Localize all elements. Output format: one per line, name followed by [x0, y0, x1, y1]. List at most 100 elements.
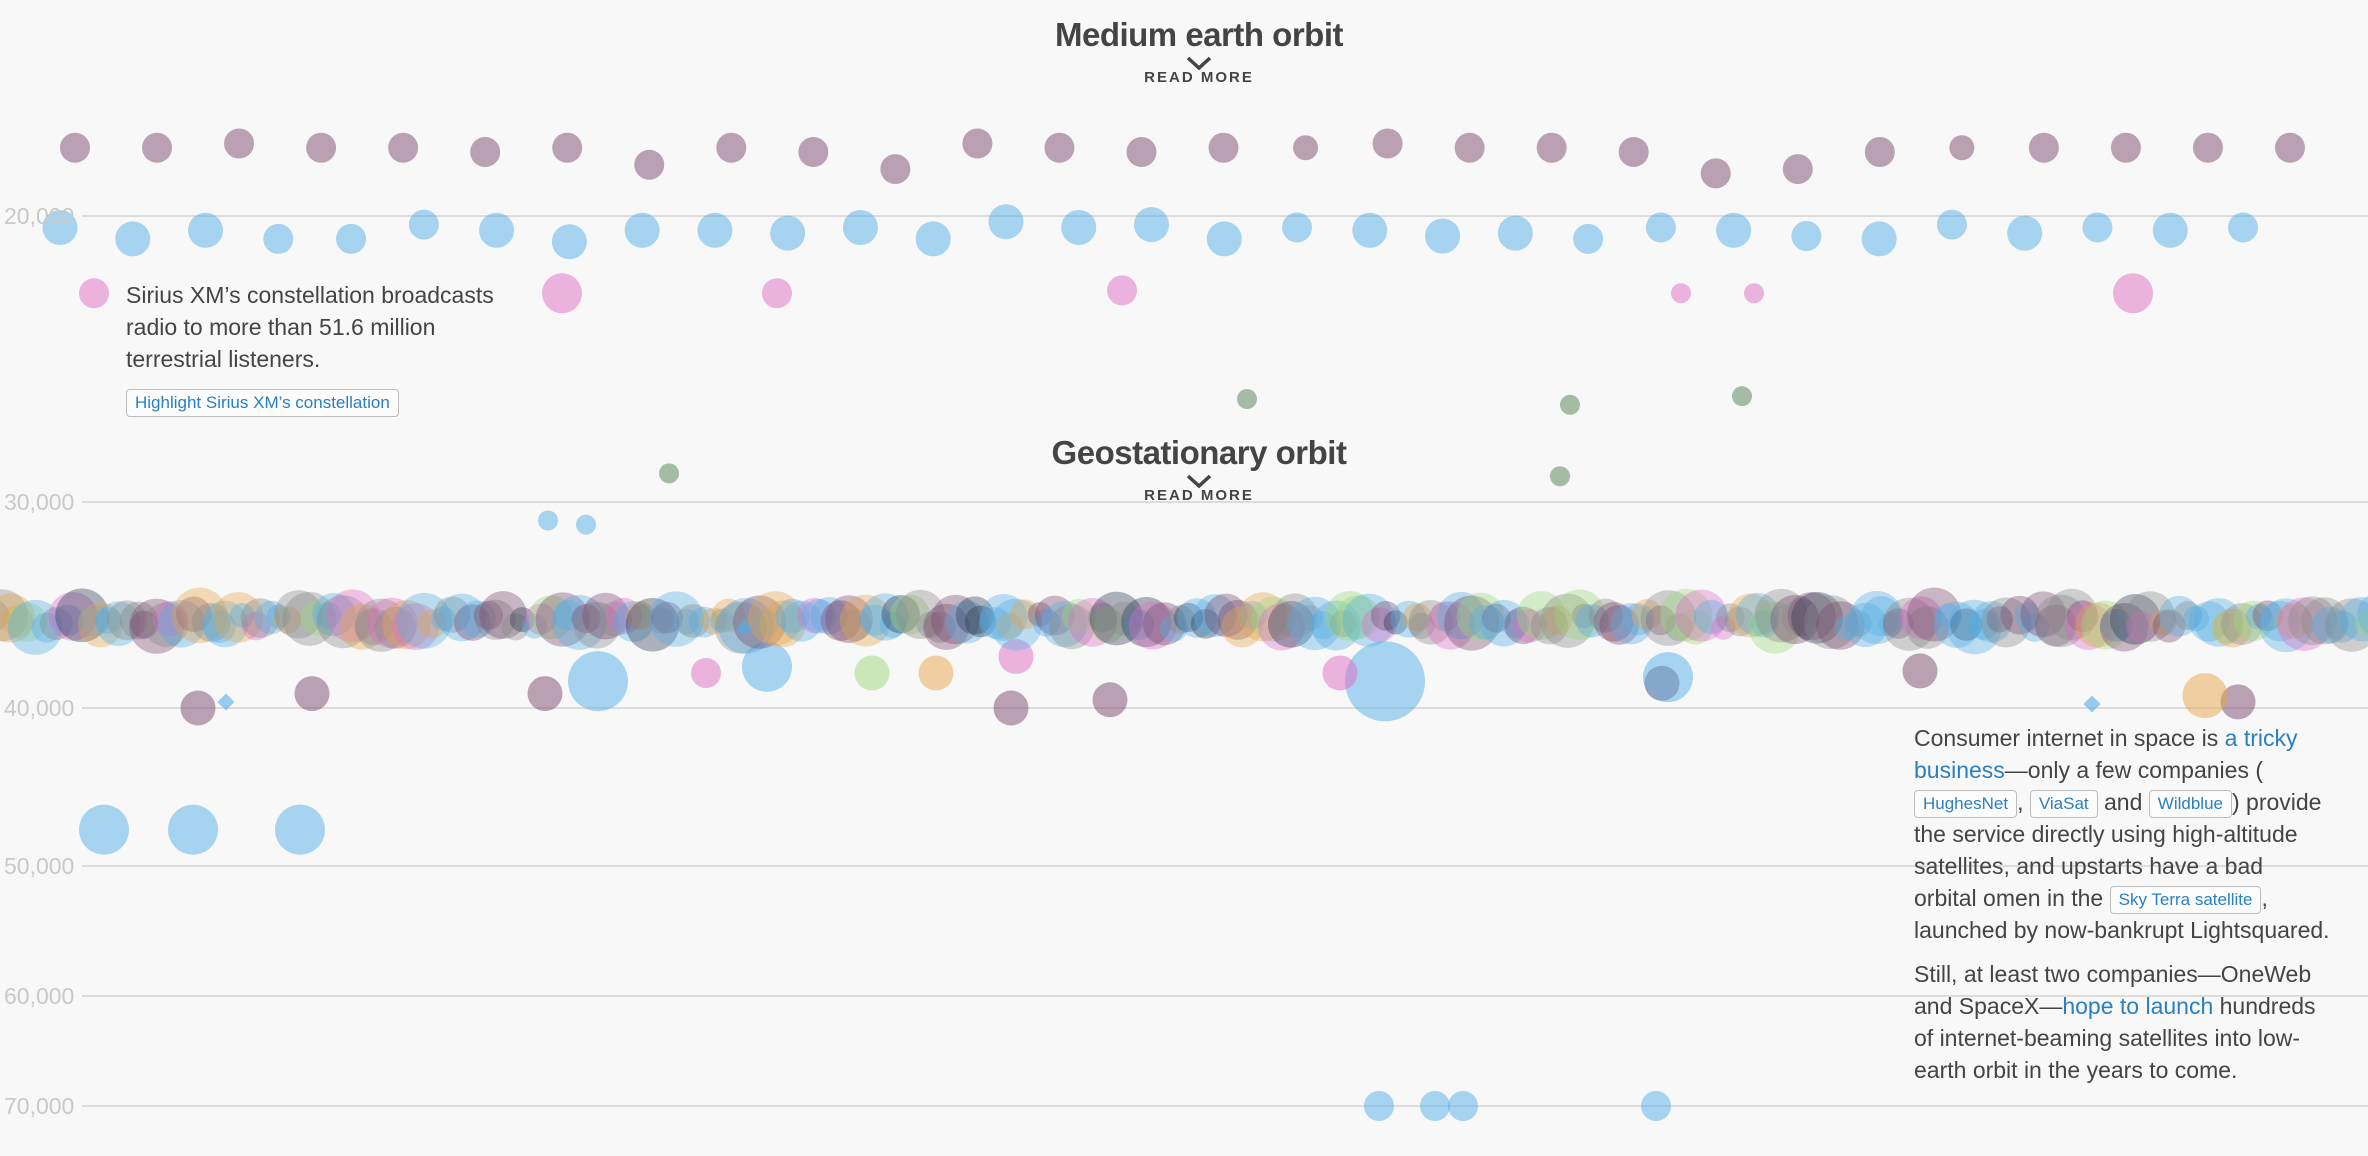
geo-band-satellite-dot[interactable] [266, 604, 291, 629]
satellite-dot-purple[interactable] [470, 137, 501, 167]
geo-band-satellite-dot[interactable] [626, 601, 655, 630]
geo-band-satellite-dot[interactable] [7, 599, 63, 655]
satellite-dot-green[interactable] [1732, 386, 1752, 407]
satellite-dot-blue[interactable] [770, 215, 806, 251]
geo-band-satellite-dot[interactable] [1677, 609, 1713, 645]
meo-read-more-link[interactable]: READ MORE [1144, 69, 1254, 86]
geo-band-satellite-dot[interactable] [77, 602, 123, 648]
geo-band-satellite-dot[interactable] [366, 597, 418, 649]
satellite-dot-blue[interactable] [1861, 221, 1897, 257]
geo-band-satellite-dot[interactable] [1950, 608, 1983, 641]
geo-band-satellite-dot[interactable] [825, 595, 873, 644]
viasat-button[interactable]: ViaSat [2029, 789, 2098, 818]
satellite-dot-blue[interactable] [168, 804, 218, 855]
satellite-dot-pink[interactable] [1107, 275, 1137, 306]
geo-band-satellite-dot[interactable] [475, 599, 516, 640]
geo-band-satellite-dot[interactable] [1516, 591, 1566, 641]
satellite-dot-blue[interactable] [624, 212, 660, 248]
satellite-dot-purple[interactable] [1949, 135, 1975, 161]
geo-band-satellite-dot[interactable] [1770, 594, 1820, 645]
geo-band-satellite-dot[interactable] [2014, 602, 2041, 629]
satellite-dot-purple[interactable] [2028, 132, 2059, 163]
satellite-dot-purple[interactable] [552, 132, 583, 163]
satellite-dot-purple[interactable] [180, 690, 216, 726]
satellite-dot-purple[interactable] [1454, 132, 1485, 163]
satellite-dot-blue[interactable] [742, 641, 792, 692]
geo-band-satellite-dot[interactable] [157, 599, 206, 648]
geo-band-satellite-dot[interactable] [2074, 602, 2120, 648]
geo-band-satellite-dot[interactable] [801, 598, 837, 634]
satellite-dot-blue[interactable] [1364, 1091, 1394, 1121]
geo-band-satellite-dot[interactable] [1173, 602, 1204, 633]
satellite-dot-blue[interactable] [1206, 221, 1242, 257]
satellite-dot-blue[interactable] [1420, 1091, 1450, 1121]
geo-band-satellite-dot[interactable] [354, 598, 408, 652]
satellite-dot-blue[interactable] [1791, 221, 1822, 252]
geo-band-satellite-dot[interactable] [1933, 601, 1980, 648]
geo-band-satellite-dot[interactable] [1061, 598, 1097, 634]
satellite-dot-purple[interactable] [388, 132, 419, 163]
geo-band-satellite-dot[interactable] [2066, 600, 2099, 633]
geo-band-satellite-dot[interactable] [479, 591, 528, 639]
satellite-diamond-marker[interactable] [2083, 695, 2101, 713]
geo-band-satellite-dot[interactable] [1748, 601, 1802, 654]
geo-band-satellite-dot[interactable] [1193, 594, 1237, 637]
satellite-dot-purple[interactable] [60, 132, 90, 163]
satellite-dot-purple[interactable] [1044, 132, 1075, 163]
geo-band-satellite-dot[interactable] [473, 600, 504, 630]
geo-band-satellite-dot[interactable] [1554, 589, 1605, 640]
geo-band-satellite-dot[interactable] [1437, 591, 1485, 640]
geo-read-more-link[interactable]: READ MORE [1144, 487, 1254, 504]
satellite-dot-purple[interactable] [1864, 137, 1895, 167]
geo-band-satellite-dot[interactable] [1504, 606, 1542, 645]
geo-band-satellite-dot[interactable] [895, 589, 945, 640]
hope-to-launch-link[interactable]: hope to launch [2062, 993, 2214, 1019]
satellite-dot-blue[interactable] [1641, 1091, 1671, 1121]
geo-band-satellite-dot[interactable] [1087, 602, 1118, 633]
geo-band-satellite-dot[interactable] [1238, 601, 1267, 630]
geo-band-satellite-dot[interactable] [129, 598, 185, 654]
satellite-dot-purple[interactable] [2192, 132, 2223, 163]
geo-band-satellite-dot[interactable] [1336, 595, 1380, 639]
geo-band-satellite-dot[interactable] [374, 606, 417, 649]
geo-band-satellite-dot[interactable] [274, 590, 323, 639]
geo-band-satellite-dot[interactable] [1027, 602, 1053, 627]
satellite-dot-purple[interactable] [2110, 132, 2141, 163]
geo-band-satellite-dot[interactable] [524, 603, 557, 635]
satellite-dot-purple[interactable] [1126, 137, 1157, 167]
geo-band-satellite-dot[interactable] [203, 610, 236, 643]
satellite-dot-purple[interactable] [1618, 137, 1649, 167]
geo-band-satellite-dot[interactable] [2046, 588, 2098, 641]
geo-band-satellite-dot[interactable] [781, 600, 823, 642]
satellite-dot-blue[interactable] [2082, 212, 2113, 243]
geo-band-satellite-dot[interactable] [1845, 610, 1872, 637]
geo-band-satellite-dot[interactable] [605, 597, 642, 635]
geo-band-satellite-dot[interactable] [316, 595, 370, 649]
geo-band-satellite-dot[interactable] [0, 600, 10, 632]
satellite-dot-blue[interactable] [479, 212, 515, 248]
geo-band-satellite-dot[interactable] [990, 598, 1042, 651]
geo-band-satellite-dot[interactable] [2150, 609, 2177, 636]
geo-band-satellite-dot[interactable] [752, 609, 779, 636]
geo-band-satellite-dot[interactable] [1041, 600, 1088, 648]
satellite-dot-blue[interactable] [1448, 1091, 1478, 1121]
geo-band-satellite-dot[interactable] [945, 600, 989, 644]
geo-band-satellite-dot[interactable] [2125, 610, 2158, 643]
satellite-dot-blue[interactable] [79, 804, 129, 855]
satellite-dot-blue[interactable] [336, 223, 367, 254]
geo-band-satellite-dot[interactable] [2034, 594, 2087, 648]
satellite-dot-blue[interactable] [115, 221, 151, 257]
satellite-dot-orange[interactable] [2182, 673, 2228, 719]
geo-band-satellite-dot[interactable] [582, 592, 629, 640]
geo-band-satellite-dot[interactable] [1408, 600, 1453, 645]
geo-band-satellite-dot[interactable] [1049, 603, 1095, 650]
satellite-dot-blue[interactable] [551, 224, 587, 260]
geo-band-satellite-dot[interactable] [651, 601, 683, 634]
geo-band-satellite-dot[interactable] [748, 591, 803, 646]
geo-band-satellite-dot[interactable] [535, 592, 590, 647]
geo-band-satellite-dot[interactable] [1791, 591, 1843, 644]
satellite-dot-pink[interactable] [762, 278, 792, 309]
geo-band-satellite-dot[interactable] [2020, 591, 2067, 638]
geo-band-satellite-dot[interactable] [1287, 596, 1342, 651]
satellite-dot-purple[interactable] [142, 132, 173, 163]
